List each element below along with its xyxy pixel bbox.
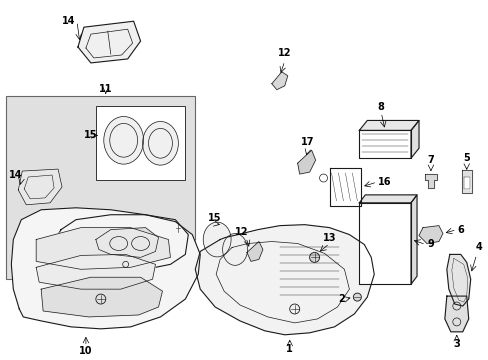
Text: 15: 15 xyxy=(84,130,98,140)
Text: 5: 5 xyxy=(463,153,469,163)
Text: 3: 3 xyxy=(452,339,459,349)
Polygon shape xyxy=(444,296,468,332)
Text: 1: 1 xyxy=(286,344,292,354)
Circle shape xyxy=(309,252,319,262)
Polygon shape xyxy=(36,228,170,269)
Text: 14: 14 xyxy=(62,16,76,26)
Polygon shape xyxy=(18,169,62,205)
Polygon shape xyxy=(463,177,469,189)
Text: 9: 9 xyxy=(427,239,433,249)
Polygon shape xyxy=(246,242,263,261)
FancyBboxPatch shape xyxy=(6,96,195,279)
Polygon shape xyxy=(271,72,287,90)
Polygon shape xyxy=(41,277,162,317)
Polygon shape xyxy=(359,195,416,203)
Text: 2: 2 xyxy=(337,294,344,304)
Text: 17: 17 xyxy=(300,137,314,147)
Polygon shape xyxy=(195,225,373,335)
Text: 11: 11 xyxy=(99,84,112,94)
Text: 12: 12 xyxy=(235,226,248,237)
Polygon shape xyxy=(329,168,361,206)
Text: 15: 15 xyxy=(208,213,222,223)
Ellipse shape xyxy=(103,117,143,164)
Text: 8: 8 xyxy=(377,102,384,112)
Polygon shape xyxy=(297,150,315,174)
Text: 4: 4 xyxy=(474,243,481,252)
Text: 6: 6 xyxy=(456,225,463,235)
FancyBboxPatch shape xyxy=(96,105,185,180)
Ellipse shape xyxy=(142,121,178,165)
Text: 13: 13 xyxy=(322,233,336,243)
Ellipse shape xyxy=(222,234,247,265)
Polygon shape xyxy=(56,215,188,267)
Polygon shape xyxy=(418,226,442,243)
Polygon shape xyxy=(410,195,416,284)
Circle shape xyxy=(353,293,361,301)
Text: 10: 10 xyxy=(79,346,92,356)
Polygon shape xyxy=(36,255,155,289)
Polygon shape xyxy=(359,130,410,158)
Polygon shape xyxy=(11,208,200,329)
Polygon shape xyxy=(359,203,410,284)
Polygon shape xyxy=(446,255,470,306)
Text: 12: 12 xyxy=(278,48,291,58)
Polygon shape xyxy=(359,121,418,130)
Polygon shape xyxy=(96,228,158,257)
Polygon shape xyxy=(78,21,141,63)
Polygon shape xyxy=(410,121,418,158)
Text: 16: 16 xyxy=(377,177,390,187)
Polygon shape xyxy=(424,174,436,188)
Text: 14: 14 xyxy=(9,170,22,180)
Ellipse shape xyxy=(203,222,231,257)
Polygon shape xyxy=(461,170,471,193)
Text: 7: 7 xyxy=(427,155,433,165)
